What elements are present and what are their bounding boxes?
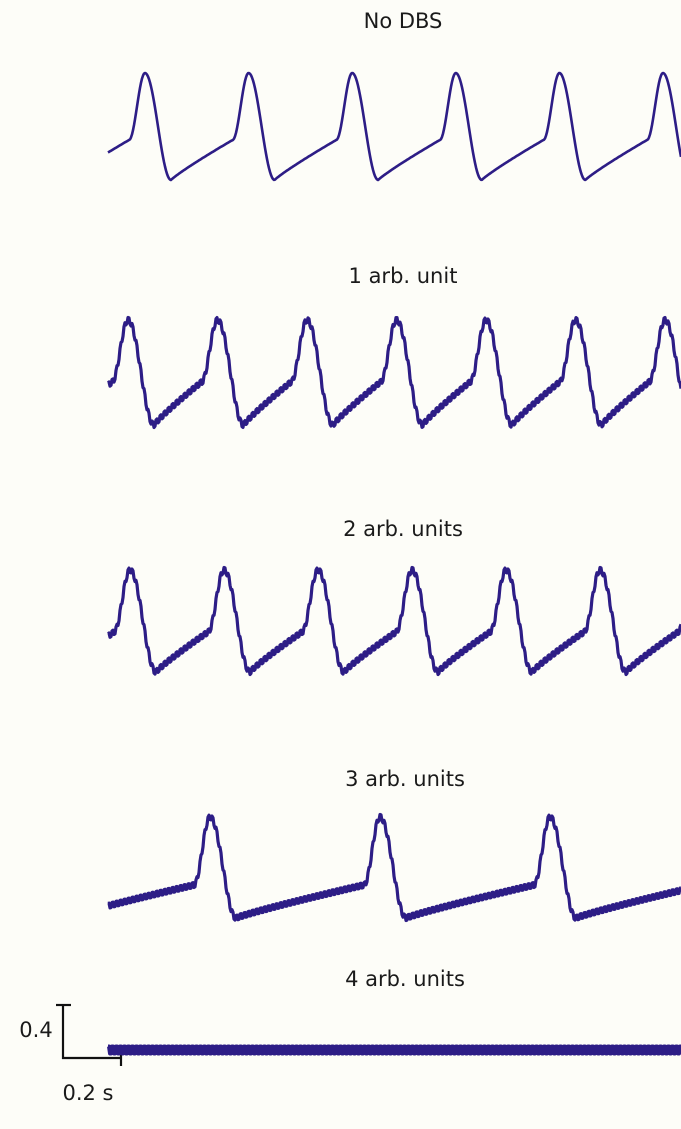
trace: [107, 565, 681, 677]
scale-bar: 0.4 0.2 s: [19, 1003, 123, 1105]
panel-title: 4 arb. units: [345, 967, 465, 991]
trace: [107, 315, 681, 430]
panel-title: 1 arb. unit: [349, 264, 458, 288]
scale-bar-y-label: 0.4: [19, 1018, 52, 1042]
panel-title: 2 arb. units: [343, 517, 463, 541]
trace: [107, 1044, 681, 1056]
scale-bar-x-label: 0.2 s: [62, 1081, 113, 1105]
trace: [107, 812, 681, 923]
panel-title: No DBS: [364, 9, 443, 33]
panel-title: 3 arb. units: [345, 767, 465, 791]
trace: [107, 71, 681, 182]
